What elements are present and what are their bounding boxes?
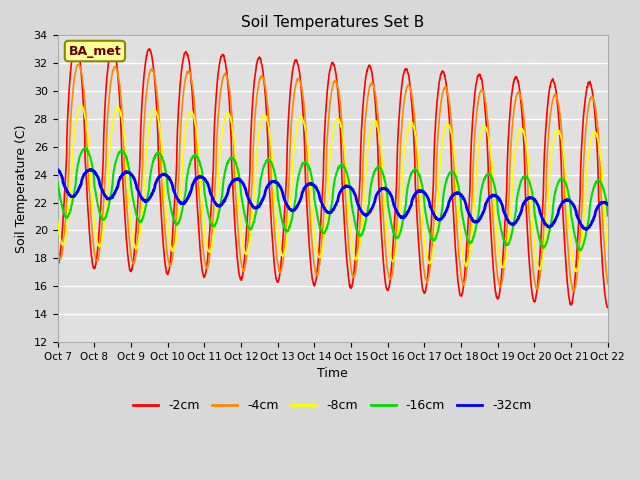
Text: BA_met: BA_met	[68, 45, 122, 58]
Y-axis label: Soil Temperature (C): Soil Temperature (C)	[15, 124, 28, 253]
X-axis label: Time: Time	[317, 367, 348, 380]
Title: Soil Temperatures Set B: Soil Temperatures Set B	[241, 15, 424, 30]
Legend: -2cm, -4cm, -8cm, -16cm, -32cm: -2cm, -4cm, -8cm, -16cm, -32cm	[129, 394, 537, 417]
